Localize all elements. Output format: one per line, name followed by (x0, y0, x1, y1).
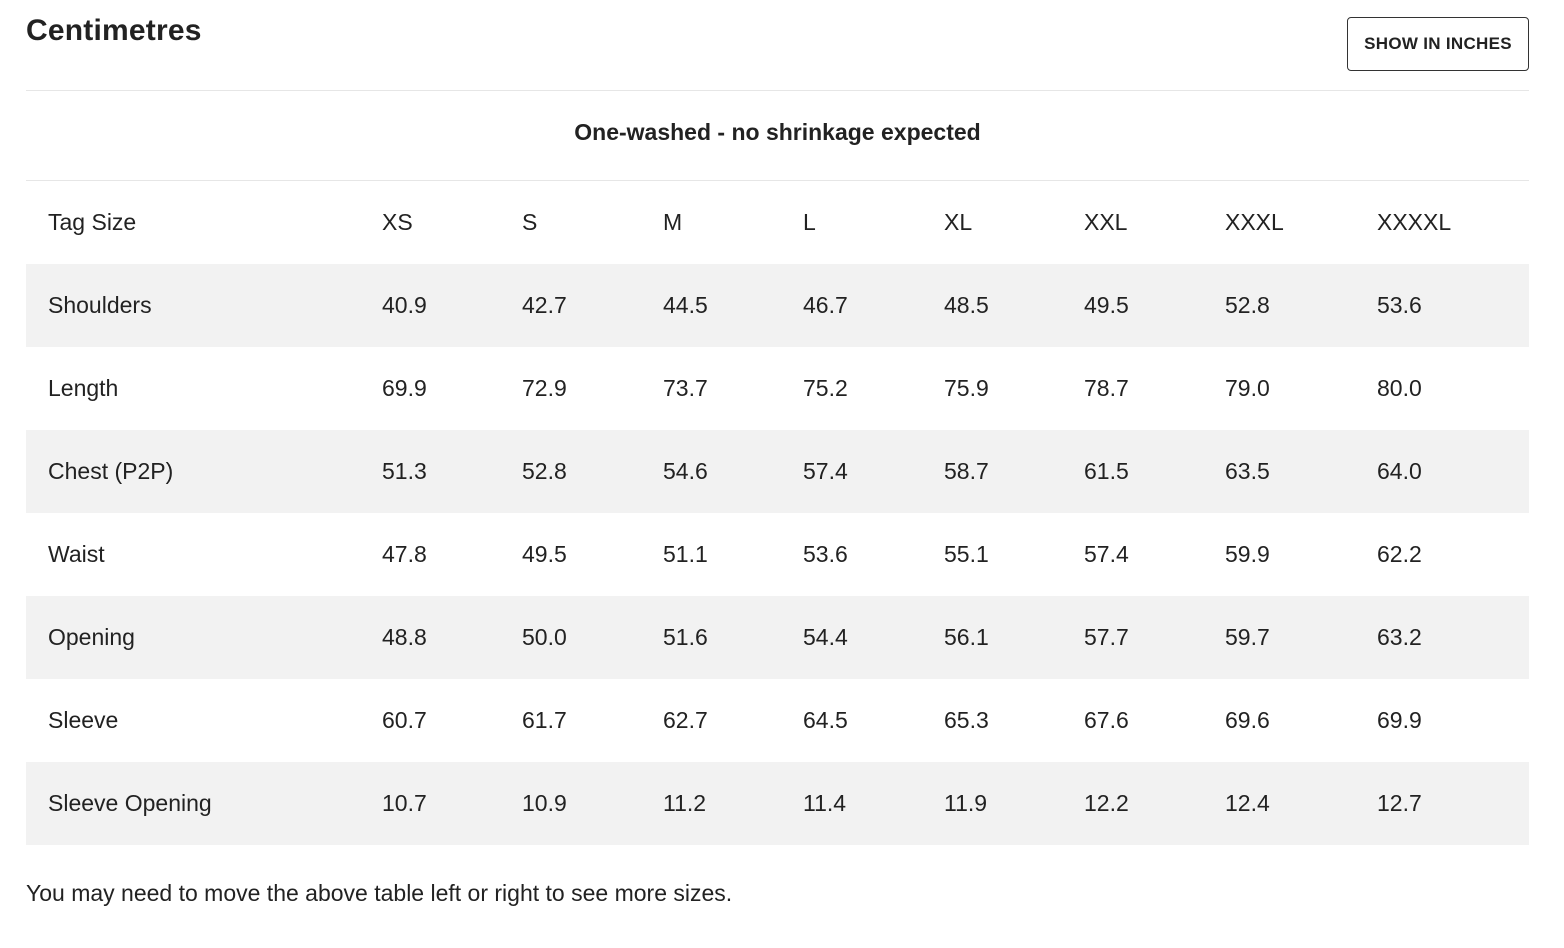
column-header: XXXL (1225, 209, 1284, 235)
table-cell: 10.7 (382, 790, 427, 816)
table-cell: 61.7 (522, 707, 567, 733)
table-cell: 63.5 (1225, 458, 1270, 484)
table-cell: 69.6 (1225, 707, 1270, 733)
row-label: Length (48, 375, 119, 401)
unit-title: Centimetres (26, 14, 202, 47)
table-cell: 69.9 (1377, 707, 1422, 733)
table-cell: 51.1 (663, 541, 708, 567)
table-cell: 48.5 (944, 292, 989, 318)
size-table[interactable]: Tag Size XS S M L XL XXL XXXL XXXXL Shou… (26, 181, 1529, 845)
table-cell: 59.9 (1225, 541, 1270, 567)
table-cell: 53.6 (1377, 292, 1422, 318)
shrinkage-note: One-washed - no shrinkage expected (574, 119, 981, 145)
table-cell: 52.8 (522, 458, 567, 484)
scroll-hint: You may need to move the above table lef… (26, 880, 733, 906)
table-cell: 54.6 (663, 458, 708, 484)
shrinkage-note-row: One-washed - no shrinkage expected (26, 91, 1529, 181)
column-header: XL (944, 209, 973, 235)
table-cell: 69.9 (382, 375, 427, 401)
table-cell: 51.6 (663, 624, 708, 650)
column-header: M (663, 209, 683, 235)
table-cell: 52.8 (1225, 292, 1270, 318)
column-header: XXL (1084, 209, 1128, 235)
table-cell: 57.7 (1084, 624, 1129, 650)
table-cell: 11.4 (803, 790, 847, 816)
table-cell: 57.4 (1084, 541, 1129, 567)
row-label: Sleeve Opening (48, 790, 212, 816)
row-label: Waist (48, 541, 105, 567)
table-cell: 60.7 (382, 707, 427, 733)
column-header: S (522, 209, 538, 235)
table-row: Opening 48.8 50.0 51.6 54.4 56.1 57.7 59… (26, 596, 1529, 679)
table-cell: 56.1 (944, 624, 989, 650)
column-header: XXXXL (1377, 209, 1452, 235)
table-cell: 72.9 (522, 375, 567, 401)
table-row: Sleeve Opening 10.7 10.9 11.2 11.4 11.9 … (26, 762, 1529, 845)
row-label: Chest (P2P) (48, 458, 174, 484)
table-cell: 63.2 (1377, 624, 1422, 650)
row-label: Opening (48, 624, 135, 650)
table-cell: 50.0 (522, 624, 567, 650)
table-cell: 51.3 (382, 458, 427, 484)
table-cell: 53.6 (803, 541, 848, 567)
table-cell: 73.7 (663, 375, 708, 401)
table-cell: 78.7 (1084, 375, 1129, 401)
row-label: Shoulders (48, 292, 152, 318)
table-cell: 75.9 (944, 375, 989, 401)
table-cell: 40.9 (382, 292, 427, 318)
table-row: Length 69.9 72.9 73.7 75.2 75.9 78.7 79.… (26, 347, 1529, 430)
size-chart-header: Centimetres SHOW IN INCHES (26, 0, 1529, 91)
table-row: Chest (P2P) 51.3 52.8 54.6 57.4 58.7 61.… (26, 430, 1529, 513)
table-cell: 54.4 (803, 624, 848, 650)
show-in-inches-button[interactable]: SHOW IN INCHES (1347, 17, 1529, 71)
table-cell: 57.4 (803, 458, 848, 484)
table-cell: 61.5 (1084, 458, 1129, 484)
table-cell: 49.5 (522, 541, 567, 567)
table-cell: 11.2 (663, 790, 707, 816)
column-header: L (803, 209, 816, 235)
table-cell: 58.7 (944, 458, 989, 484)
table-cell: 42.7 (522, 292, 567, 318)
table-cell: 62.2 (1377, 541, 1422, 567)
table-cell: 49.5 (1084, 292, 1129, 318)
table-cell: 44.5 (663, 292, 708, 318)
column-header: XS (382, 209, 413, 235)
table-cell: 48.8 (382, 624, 427, 650)
table-cell: 62.7 (663, 707, 708, 733)
table-cell: 80.0 (1377, 375, 1422, 401)
table-cell: 55.1 (944, 541, 989, 567)
table-cell: 47.8 (382, 541, 427, 567)
row-label: Sleeve (48, 707, 119, 733)
table-cell: 10.9 (522, 790, 567, 816)
table-cell: 12.4 (1225, 790, 1270, 816)
table-cell: 65.3 (944, 707, 989, 733)
table-cell: 11.9 (944, 790, 988, 816)
table-cell: 46.7 (803, 292, 848, 318)
table-cell: 67.6 (1084, 707, 1129, 733)
table-cell: 12.7 (1377, 790, 1422, 816)
table-cell: 59.7 (1225, 624, 1270, 650)
table-cell: 75.2 (803, 375, 848, 401)
size-chart: Centimetres SHOW IN INCHES One-washed - … (26, 0, 1529, 845)
table-cell: 12.2 (1084, 790, 1129, 816)
table-header-row: Tag Size XS S M L XL XXL XXXL XXXXL (26, 181, 1529, 264)
table-row: Shoulders 40.9 42.7 44.5 46.7 48.5 49.5 … (26, 264, 1529, 347)
table-row: Sleeve 60.7 61.7 62.7 64.5 65.3 67.6 69.… (26, 679, 1529, 762)
table-cell: 79.0 (1225, 375, 1270, 401)
table-row: Waist 47.8 49.5 51.1 53.6 55.1 57.4 59.9… (26, 513, 1529, 596)
table-cell: 64.0 (1377, 458, 1422, 484)
column-header: Tag Size (48, 209, 137, 235)
table-cell: 64.5 (803, 707, 848, 733)
